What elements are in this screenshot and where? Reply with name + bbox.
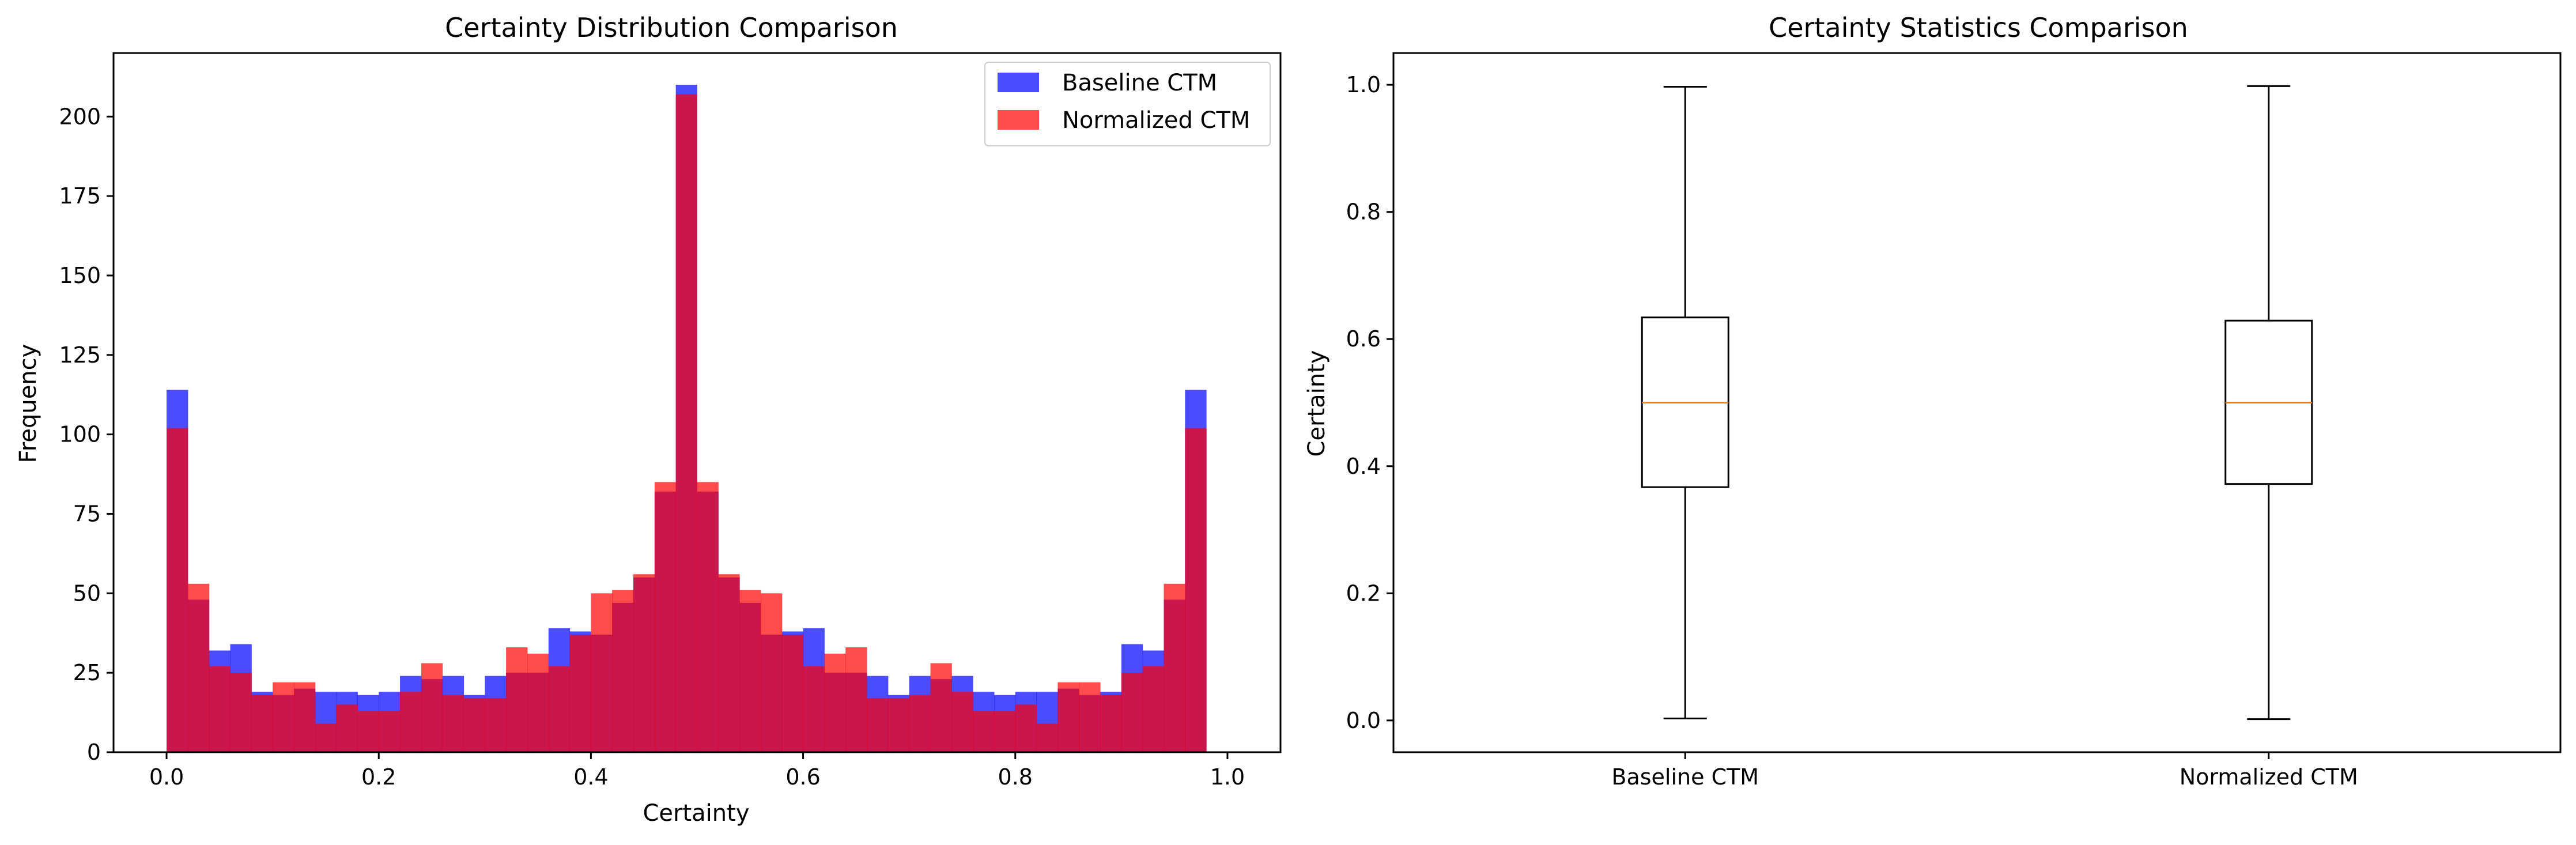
x-tick-label: Baseline CTM <box>1611 764 1759 790</box>
y-axis-label: Certainty <box>1304 350 1330 457</box>
x-tick-label: 0.2 <box>361 764 396 790</box>
bar-normalized <box>1015 704 1037 752</box>
y-tick-label: 0.8 <box>1346 199 1381 225</box>
bar-normalized <box>951 692 973 752</box>
y-tick-label: 150 <box>59 263 101 288</box>
bar-normalized <box>315 723 337 752</box>
bar-normalized <box>654 482 677 752</box>
bar-normalized <box>506 647 528 752</box>
y-tick-label: 0 <box>87 740 101 765</box>
bar-normalized <box>442 695 464 752</box>
bar-normalized <box>357 711 379 752</box>
y-tick-label: 1.0 <box>1346 72 1381 97</box>
chart-title: Certainty Statistics Comparison <box>1769 12 2188 43</box>
y-tick-label: 75 <box>73 501 101 526</box>
histogram-chart: Certainty Distribution Comparison 0.0 0.2… <box>15 12 1282 827</box>
bar-normalized <box>293 682 316 752</box>
x-tick-label: 0.8 <box>998 764 1033 790</box>
axis-ticks: 0.0 0.2 0.4 0.6 0.8 1.0 Baseline CTM Normalized… <box>1346 72 2358 790</box>
chart-title: Certainty Distribution Comparison <box>445 12 898 43</box>
bar-normalized <box>781 634 804 752</box>
bar-normalized <box>230 673 252 752</box>
legend-label-baseline: Baseline CTM <box>1062 70 1217 96</box>
y-tick-label: 50 <box>73 580 101 606</box>
y-tick-label: 175 <box>59 183 101 209</box>
bar-normalized <box>824 654 846 752</box>
y-tick-label: 0.6 <box>1346 326 1381 352</box>
bars <box>167 85 1207 753</box>
legend-swatch-baseline <box>998 73 1039 92</box>
legend-label-normalized: Normalized CTM <box>1062 107 1250 134</box>
bar-normalized <box>1142 666 1164 752</box>
bar-normalized <box>167 428 188 752</box>
bar-normalized <box>994 711 1016 752</box>
legend-swatch-normalized <box>998 110 1039 130</box>
bar-normalized <box>187 583 210 752</box>
x-axis-label: Certainty <box>643 800 750 827</box>
bar-normalized <box>548 666 571 752</box>
bar-normalized <box>527 654 549 752</box>
bar-normalized <box>1121 673 1143 752</box>
bar-normalized <box>697 482 719 752</box>
bar-normalized <box>379 711 401 752</box>
legend-frame <box>984 62 1271 146</box>
bar-normalized <box>845 647 867 752</box>
bar-normalized <box>803 666 825 752</box>
y-tick-label: 100 <box>59 422 101 447</box>
bar-normalized <box>336 704 358 752</box>
plot-frame <box>112 52 1282 753</box>
bar-normalized <box>930 663 952 752</box>
y-tick-label: 25 <box>73 660 101 685</box>
bar-normalized <box>718 574 740 752</box>
bar-normalized <box>1100 695 1122 752</box>
bar-normalized <box>591 593 613 752</box>
bar-normalized <box>739 590 761 752</box>
y-tick-label: 125 <box>59 342 101 368</box>
bar-normalized <box>421 663 443 752</box>
bar-normalized <box>1036 723 1058 752</box>
y-axis-label: Frequency <box>15 344 41 463</box>
bar-normalized <box>867 698 889 752</box>
bar-normalized <box>760 593 783 752</box>
bar-normalized <box>612 590 634 752</box>
bar-normalized <box>400 692 422 752</box>
bar-normalized <box>273 682 294 752</box>
x-tick-label: 1.0 <box>1210 764 1245 790</box>
x-tick-label: 0.0 <box>149 764 184 790</box>
bar-normalized <box>209 666 231 752</box>
bar-normalized <box>675 94 697 753</box>
bar-normalized <box>569 634 591 752</box>
bar-normalized <box>485 698 507 752</box>
boxes <box>1641 85 2313 720</box>
y-tick-label: 0.0 <box>1346 708 1381 733</box>
bar-normalized <box>1185 428 1207 752</box>
bar-normalized <box>1079 682 1101 752</box>
bar-normalized <box>1057 682 1079 752</box>
axis-ticks: 0.0 0.2 0.4 0.6 0.8 1.0 0 25 50 75 100 125 150 175 200 <box>59 104 1245 790</box>
legend: Baseline CTM Normalized CTM <box>984 62 1271 146</box>
plot-frame <box>1392 52 2562 753</box>
bar-normalized <box>887 698 910 752</box>
x-tick-label: Normalized CTM <box>2180 764 2358 790</box>
y-tick-label: 200 <box>59 104 101 129</box>
bar-normalized <box>633 574 655 752</box>
x-tick-label: 0.6 <box>785 764 820 790</box>
bar-normalized <box>463 698 485 752</box>
x-tick-label: 0.4 <box>573 764 608 790</box>
y-tick-label: 0.2 <box>1346 580 1381 606</box>
y-tick-label: 0.4 <box>1346 454 1381 479</box>
bar-normalized <box>251 695 273 752</box>
boxplot-chart: Certainty Statistics Comparison 0.00.20.… <box>1304 12 2562 790</box>
bar-normalized <box>909 695 931 752</box>
bar-normalized <box>973 711 995 752</box>
bar-normalized <box>1164 583 1185 752</box>
